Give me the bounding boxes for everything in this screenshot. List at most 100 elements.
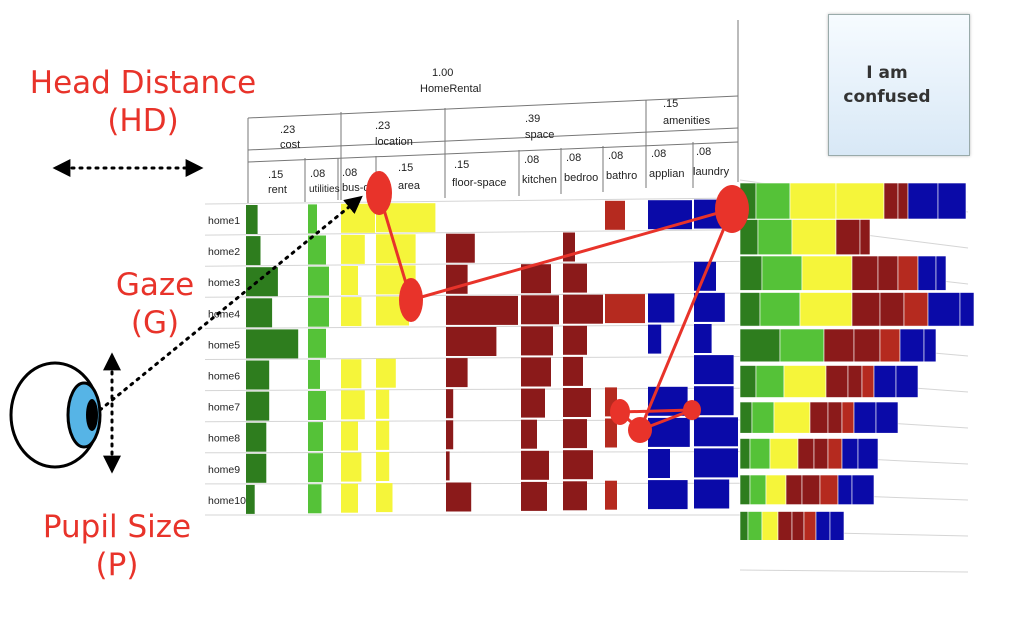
stacked-segment: [879, 292, 905, 327]
stacked-segment: [769, 438, 799, 470]
stacked-segment: [739, 474, 751, 505]
attribute-bar: [376, 452, 390, 481]
fixation-point: [610, 399, 630, 425]
stacked-segment: [937, 182, 967, 220]
attribute-bar: [446, 482, 472, 512]
attribute-bar: [521, 357, 551, 387]
stacked-segment: [877, 255, 899, 291]
attribute-bar: [308, 484, 322, 514]
attribute-bar: [246, 484, 255, 514]
attribute-bar: [308, 235, 326, 265]
stacked-segment: [853, 328, 881, 363]
attribute-bar: [246, 267, 278, 297]
attribute-bar: [563, 450, 593, 480]
attribute-bar: [308, 391, 326, 420]
stacked-segment: [739, 292, 761, 327]
stacked-segment: [751, 401, 775, 434]
attr-name-bedroom: bedroo: [564, 172, 598, 184]
attribute-bar: [521, 419, 537, 449]
attr-weight-laundry: .08: [696, 146, 711, 158]
attribute-bar: [694, 324, 712, 353]
attr-weight-utilities: .08: [310, 168, 325, 180]
stacked-segment: [873, 365, 897, 398]
attribute-bar: [563, 388, 591, 417]
attribute-bar: [376, 389, 390, 419]
stacked-segment: [903, 292, 929, 327]
group-weight-amenities: .15: [663, 98, 678, 110]
stacked-segment: [895, 365, 919, 398]
stacked-segment: [799, 292, 853, 327]
stacked-segment: [749, 474, 767, 505]
attribute-bar: [446, 295, 518, 325]
stacked-segment: [797, 438, 815, 470]
attribute-bar: [341, 266, 358, 295]
stacked-segment: [859, 219, 871, 256]
stacked-segment: [791, 219, 837, 256]
grid-row-line: [204, 260, 741, 267]
stacked-segment: [803, 511, 817, 541]
attribute-bar: [308, 266, 329, 296]
stacked-segment: [959, 292, 975, 327]
attribute-bar: [563, 263, 587, 293]
stacked-segment: [897, 255, 919, 291]
stacked-segment: [757, 219, 793, 256]
gaze-label: Gaze (G): [100, 266, 210, 342]
stacked-segment: [835, 182, 885, 220]
stacked-segment: [927, 292, 961, 327]
attribute-bar: [605, 200, 625, 230]
grid-row-line: [204, 356, 741, 360]
attribute-bar: [694, 448, 738, 478]
attribute-bars: [246, 199, 738, 514]
attribute-bar: [563, 325, 587, 355]
stacked-segment: [813, 438, 829, 470]
stacked-segment: [791, 511, 805, 541]
stacked-segment: [851, 292, 881, 327]
attr-weight-floor-space: .15: [454, 159, 469, 171]
attribute-bar: [341, 390, 365, 420]
i-am-confused-button[interactable]: I am confused: [828, 14, 970, 156]
attribute-bar: [308, 328, 326, 358]
stacked-segment: [759, 292, 801, 327]
pupil-size-abbr: (P): [95, 547, 139, 583]
stacked-segment: [825, 365, 849, 398]
stacked-segment: [857, 438, 879, 470]
attribute-bar: [246, 298, 273, 328]
attribute-bar: [694, 292, 725, 322]
stacked-segment: [829, 511, 845, 541]
stacked-segment: [739, 255, 763, 291]
row-label: home6: [208, 371, 240, 383]
stacked-segment: [739, 328, 781, 363]
root-name: HomeRental: [420, 83, 481, 95]
attr-name-kitchen: kitchen: [522, 174, 557, 186]
grid-lines: [204, 179, 969, 573]
attribute-bar: [521, 481, 547, 511]
stacked-segment: [841, 401, 855, 434]
attribute-bar: [563, 481, 587, 511]
stacked-segment: [827, 438, 843, 470]
row-label: home8: [208, 433, 240, 445]
stacked-segment: [899, 328, 925, 363]
attribute-bar: [563, 294, 603, 324]
attribute-bar: [246, 236, 261, 266]
attribute-bar: [563, 419, 587, 449]
pupil-size-label: Pupil Size (P): [12, 508, 222, 584]
stacked-segment: [823, 328, 855, 363]
stacked-segment: [785, 474, 803, 505]
stacked-segment: [765, 474, 787, 505]
root-weight: 1.00: [432, 67, 453, 79]
stacked-segment: [851, 255, 879, 291]
attribute-bar: [648, 293, 675, 323]
stacked-segment: [761, 255, 803, 291]
head-distance-label: Head Distance (HD): [18, 64, 268, 140]
attribute-bar: [521, 264, 551, 294]
stacked-segment: [907, 182, 939, 220]
row-label: home9: [208, 464, 240, 476]
stacked-segment: [935, 255, 947, 291]
attribute-bar: [605, 294, 645, 324]
group-name-space: space: [525, 129, 554, 141]
head-distance-title: Head Distance: [29, 65, 257, 101]
stacked-segment: [747, 511, 763, 541]
stacked-segment: [739, 438, 751, 470]
fixation-point: [399, 278, 423, 322]
